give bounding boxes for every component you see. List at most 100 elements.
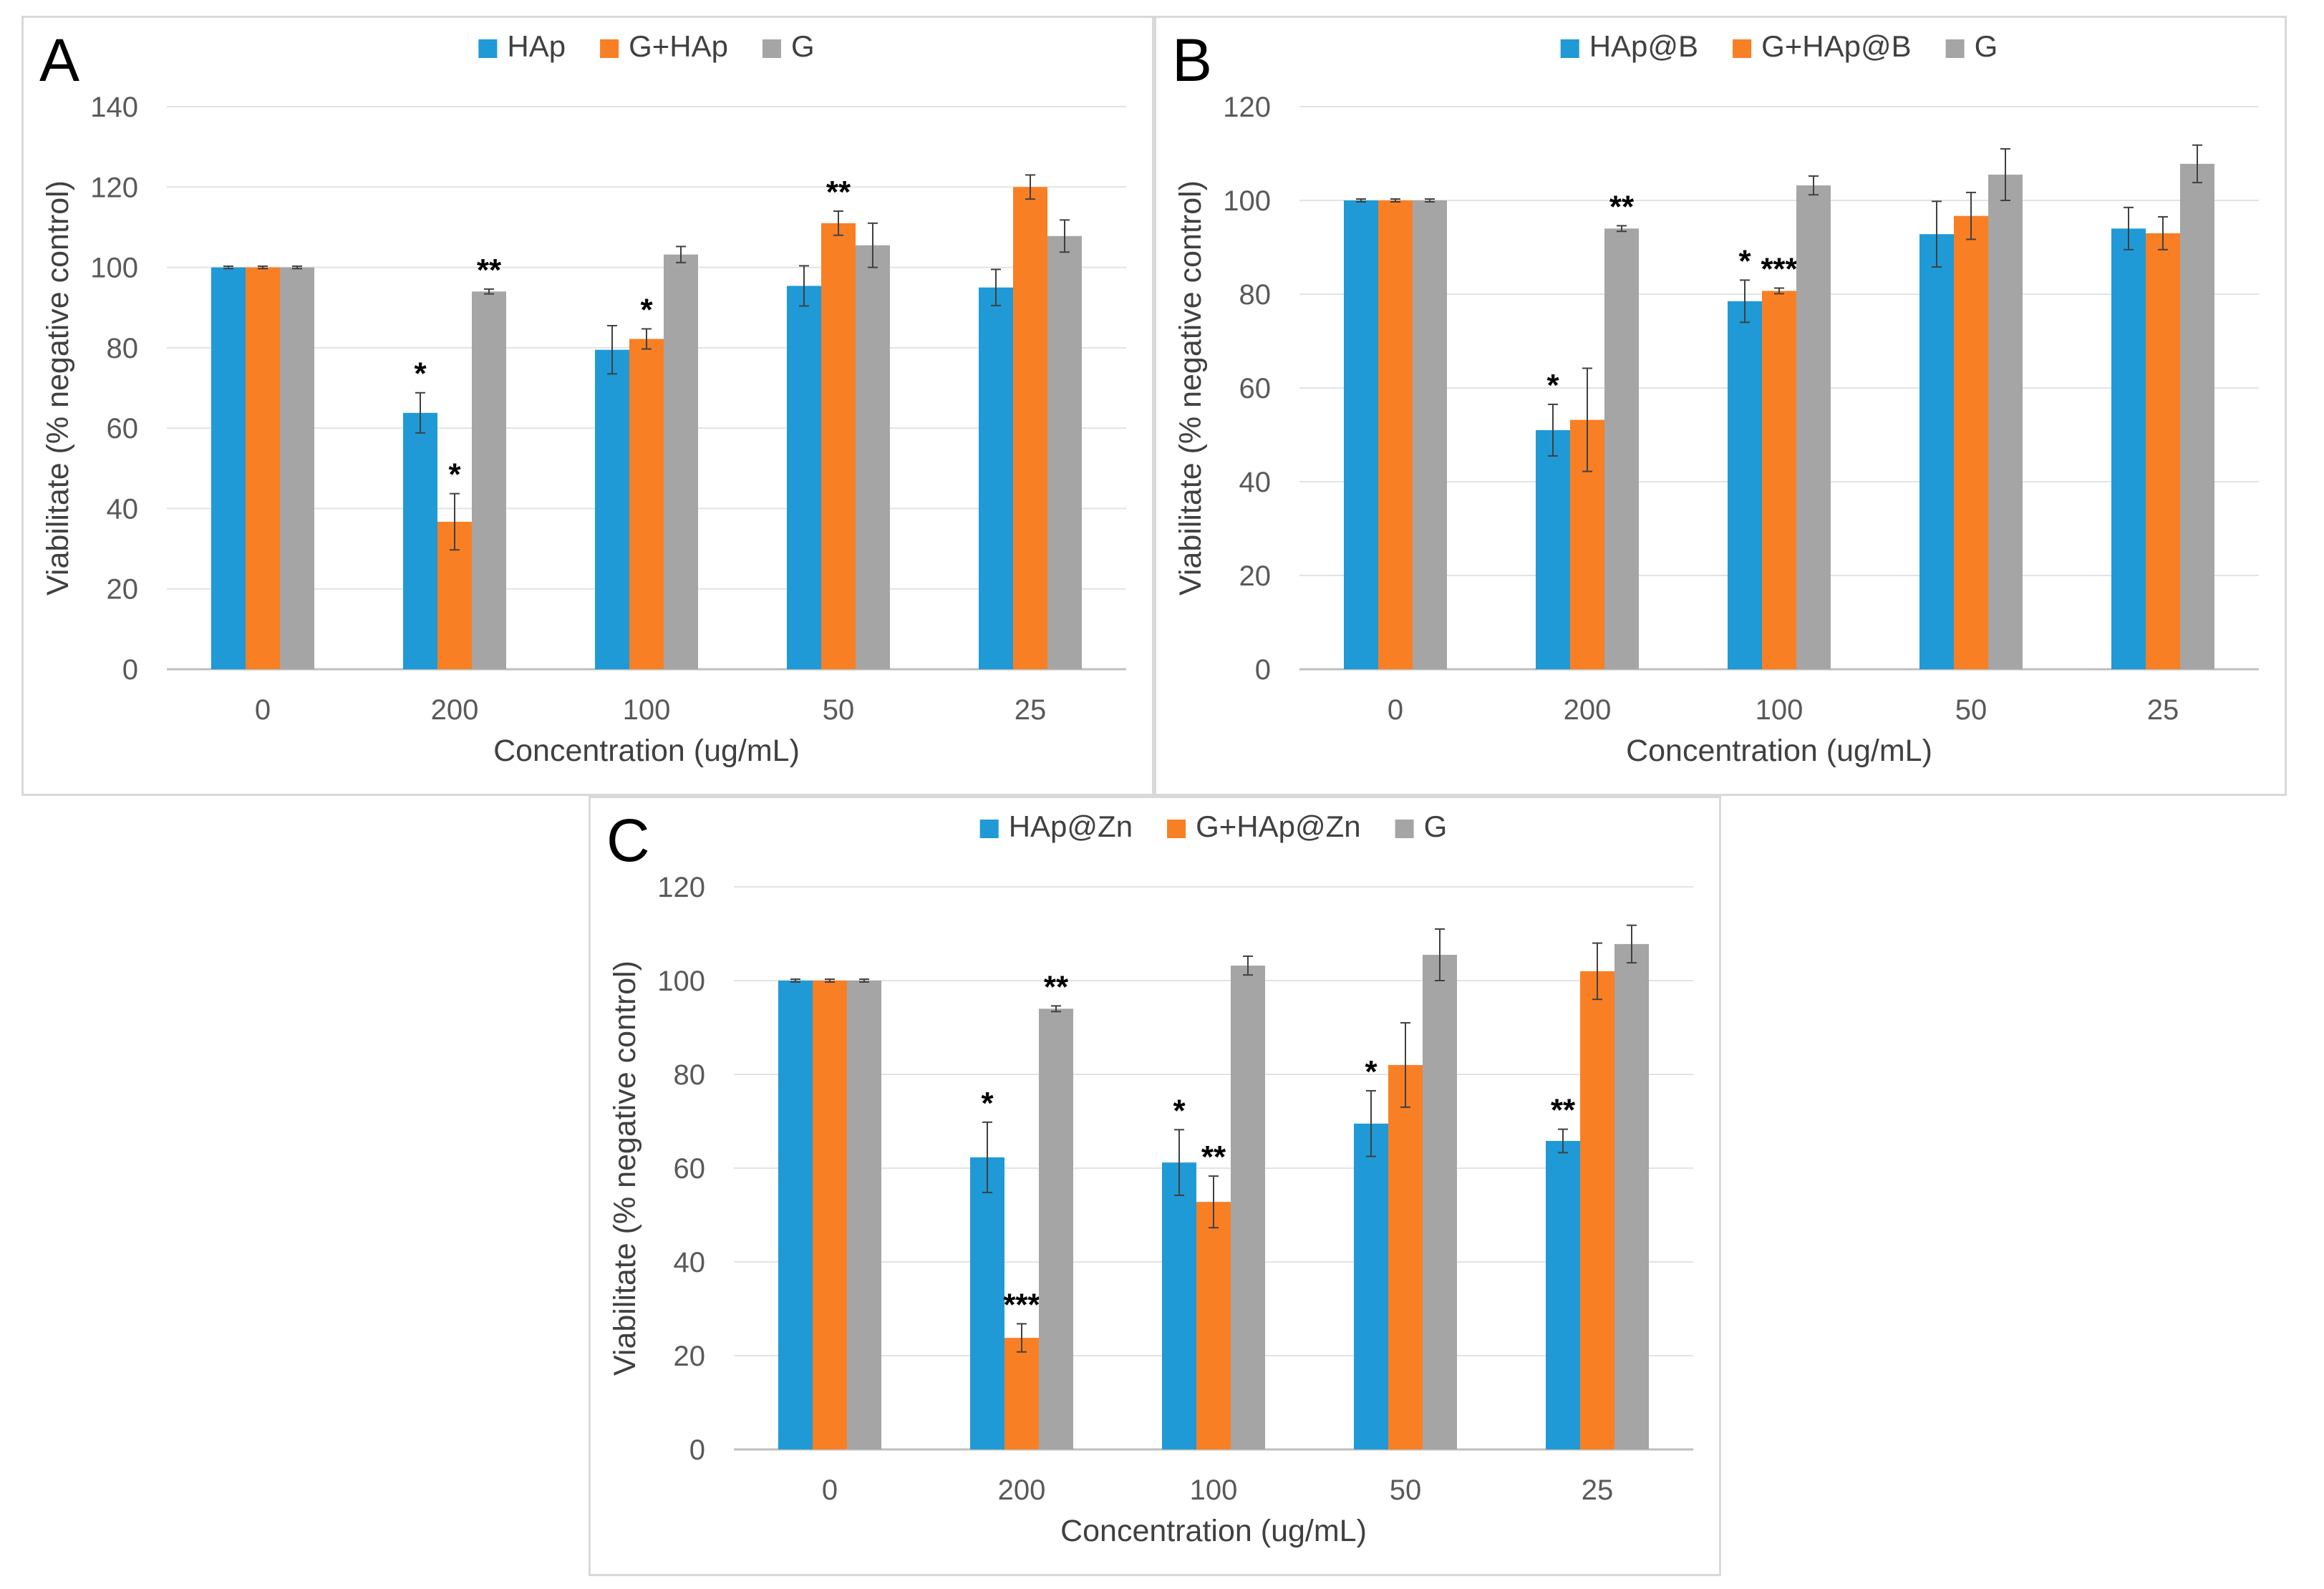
chart-b-significance-label: ** <box>1609 189 1635 224</box>
chart-c-legend-label: HAp@Zn <box>1009 810 1133 843</box>
chart-b-ytick-label: 40 <box>1239 467 1272 498</box>
chart-c-xtick-label: 100 <box>1190 1474 1238 1506</box>
chart-a-bar <box>403 412 437 669</box>
chart-b-legend-label: G+HAp@B <box>1761 29 1912 63</box>
chart-a-ytick-label: 40 <box>107 493 139 525</box>
chart-c-significance-label: ** <box>1551 1093 1576 1128</box>
chart-a-legend-swatch <box>478 39 498 58</box>
chart-c-bar <box>1354 1123 1388 1449</box>
chart-b-bar <box>1536 429 1570 669</box>
chart-b-bar <box>2111 228 2146 669</box>
chart-c-significance-label: ** <box>1044 969 1069 1004</box>
chart-c-significance-label: * <box>1365 1054 1378 1089</box>
chart-c-bar <box>1231 966 1265 1449</box>
chart-b-significance-label: * <box>1546 368 1559 403</box>
chart-c-legend-label: G+HAp@Zn <box>1196 810 1361 843</box>
chart-c-bar <box>970 1157 1004 1449</box>
chart-b-xtick-label: 200 <box>1564 694 1612 726</box>
chart-c-ytick-label: 120 <box>657 872 705 903</box>
chart-b-legend-label: G <box>1975 29 1998 63</box>
chart-a-ytick-label: 120 <box>90 172 138 203</box>
chart-b-ytick-label: 80 <box>1239 279 1272 311</box>
chart-b-bar <box>1344 200 1378 669</box>
chart-b-significance-label: *** <box>1761 251 1798 286</box>
chart-a-bar <box>211 267 246 670</box>
chart-c-bar <box>1546 1141 1580 1449</box>
chart-b-ytick-label: 0 <box>1255 654 1271 686</box>
chart-a-x-axis-title: Concentration (ug/mL) <box>493 734 800 768</box>
chart-c-ytick-label: 100 <box>657 966 705 997</box>
chart-c-bar <box>813 981 847 1449</box>
chart-a-xtick-label: 0 <box>255 694 271 726</box>
chart-a-ytick-label: 60 <box>107 413 139 444</box>
chart-b-bar <box>1728 301 1762 669</box>
chart-a-legend-label: HAp <box>507 29 566 63</box>
chart-a-significance-label: * <box>414 356 427 392</box>
chart-b-bar <box>1988 174 2023 670</box>
chart-a-bar <box>979 287 1013 670</box>
chart-b-bar <box>1378 200 1413 669</box>
chart-a-ytick-label: 140 <box>90 92 138 123</box>
chart-a-legend: HAp G+HAp G <box>478 29 815 63</box>
chart-c-xtick-label: 0 <box>822 1474 838 1506</box>
chart-c-ytick-label: 80 <box>674 1059 706 1091</box>
chart-a-legend-label: G+HAp <box>629 29 728 63</box>
chart-a-ytick-label: 100 <box>90 253 138 284</box>
chart-c-bar <box>1580 971 1614 1449</box>
chart-c-legend-swatch <box>1167 820 1186 838</box>
chart-c-xtick-label: 50 <box>1390 1474 1422 1506</box>
chart-c-bar <box>1039 1009 1073 1449</box>
chart-a-bar <box>280 267 314 670</box>
chart-c-bar <box>847 981 881 1449</box>
chart-c-legend-swatch <box>1395 820 1414 838</box>
chart-panel-b: B 0 20 40 60 80 100 120 0 * ** 200 * *** 100 50 25 Concen… <box>1154 16 2287 796</box>
chart-c-x-axis-title: Concentration (ug/mL) <box>1060 1514 1367 1548</box>
chart-a-xtick-label: 100 <box>623 694 671 726</box>
chart-c-legend-label: G <box>1424 810 1448 843</box>
chart-c-significance-label: * <box>1173 1093 1186 1128</box>
chart-b-bar <box>1762 291 1796 669</box>
chart-c-bar <box>778 981 813 1449</box>
chart-b-bar <box>2146 233 2180 670</box>
chart-a-bar <box>664 254 698 669</box>
chart-panel-a: A 0 20 40 60 80 100 120 140 0 * * ** 200 * 100 ** 50 25 Con… <box>21 16 1154 796</box>
chart-b-legend-swatch <box>1560 39 1579 58</box>
chart-c-svg: C0204060801001200******200***100*50**25C… <box>606 807 1693 1548</box>
chart-a-xtick-label: 25 <box>1015 694 1047 726</box>
chart-b-legend-swatch <box>1945 39 1965 58</box>
chart-b-ytick-label: 20 <box>1239 560 1272 592</box>
chart-b-bar <box>2180 163 2214 669</box>
chart-c-bar <box>1388 1064 1423 1449</box>
chart-c-bar <box>1614 943 1649 1449</box>
chart-c-bar <box>1004 1338 1039 1449</box>
chart-a-ytick-label: 0 <box>122 654 138 686</box>
chart-a-significance-label: * <box>640 292 653 327</box>
chart-a-bar <box>787 286 821 669</box>
chart-b-bar <box>1954 215 1988 669</box>
chart-a-legend-swatch <box>762 39 781 58</box>
chart-b-xtick-label: 0 <box>1388 694 1403 726</box>
chart-a-significance-label: ** <box>826 175 851 210</box>
chart-a-xtick-label: 200 <box>431 694 479 726</box>
chart-a-bar <box>821 223 856 669</box>
chart-c-ytick-label: 40 <box>674 1247 706 1278</box>
chart-b-xtick-label: 25 <box>2147 694 2179 726</box>
chart-b-xtick-label: 100 <box>1756 694 1803 726</box>
chart-b-y-axis-title: Viabilitate (% negative control) <box>1173 180 1208 596</box>
chart-a-xtick-label: 50 <box>823 694 855 726</box>
chart-a-bar <box>595 349 629 669</box>
chart-a-y-axis-title: Viabilitate (% negative control) <box>41 180 75 596</box>
chart-c-ytick-label: 60 <box>674 1153 706 1185</box>
chart-c-bar <box>1423 954 1457 1449</box>
chart-a-ytick-label: 80 <box>107 333 139 364</box>
chart-c-significance-label: * <box>981 1086 994 1121</box>
chart-c-panel-letter: C <box>606 807 650 874</box>
chart-a-ytick-label: 20 <box>107 574 139 606</box>
chart-b-ytick-label: 100 <box>1223 185 1271 217</box>
chart-b-xtick-label: 50 <box>1955 694 1987 726</box>
chart-c-bar <box>1162 1162 1196 1449</box>
chart-b-bar <box>1796 185 1831 669</box>
chart-a-significance-label: * <box>448 457 461 492</box>
chart-c-significance-label: ** <box>1201 1139 1226 1175</box>
